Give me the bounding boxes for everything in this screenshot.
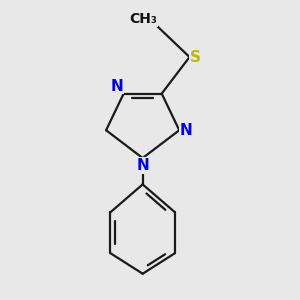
Text: S: S <box>190 50 200 64</box>
Text: N: N <box>136 158 149 173</box>
Text: N: N <box>179 123 192 138</box>
Text: CH₃: CH₃ <box>129 12 157 26</box>
Text: N: N <box>111 79 124 94</box>
